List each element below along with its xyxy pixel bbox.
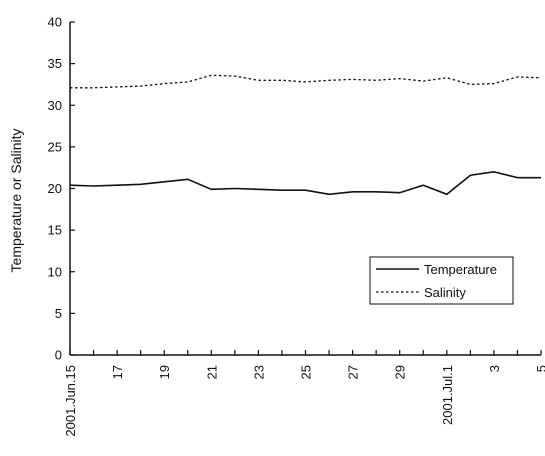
y-tick-label: 25 xyxy=(48,139,62,154)
x-tick-label: 29 xyxy=(393,365,408,379)
y-tick-label: 30 xyxy=(48,98,62,113)
y-tick-label: 40 xyxy=(48,15,62,30)
x-axis-ticks: 2001.Jun.15 17 19 21 23 25 27 29 2001.Jul.1 3 5 xyxy=(63,350,545,437)
x-tick-label: 17 xyxy=(110,365,125,379)
chart-legend: Temperature Salinity xyxy=(369,256,514,305)
y-tick-label: 15 xyxy=(48,223,62,238)
series-line-salinity xyxy=(70,74,542,89)
x-tick-label: 27 xyxy=(346,365,361,379)
y-axis-label: Temperature or Salinity xyxy=(8,129,24,273)
chart-axes xyxy=(69,22,541,356)
y-tick-label: 0 xyxy=(55,348,62,363)
legend-box xyxy=(369,256,514,305)
y-tick-label: 20 xyxy=(48,181,62,196)
x-tick-label: 23 xyxy=(251,365,266,379)
x-tick-label: 5 xyxy=(534,365,545,372)
y-tick-label: 35 xyxy=(48,56,62,71)
y-tick-label: 5 xyxy=(55,306,62,321)
legend-label-temperature: Temperature xyxy=(424,262,497,277)
x-tick-label: 2001.Jun.15 xyxy=(63,365,78,437)
legend-label-salinity: Salinity xyxy=(424,285,466,300)
x-tick-label: 21 xyxy=(204,365,219,379)
x-tick-label: 2001.Jul.1 xyxy=(440,365,455,425)
y-tick-label: 10 xyxy=(48,264,62,279)
chart-series xyxy=(69,74,542,196)
x-tick-label: 19 xyxy=(157,365,172,379)
series-line-temperature xyxy=(69,170,541,196)
x-tick-label: 3 xyxy=(487,365,502,372)
x-tick-label: 25 xyxy=(299,365,314,379)
y-axis-ticks: 0 5 10 15 20 25 30 35 40 xyxy=(48,15,75,363)
